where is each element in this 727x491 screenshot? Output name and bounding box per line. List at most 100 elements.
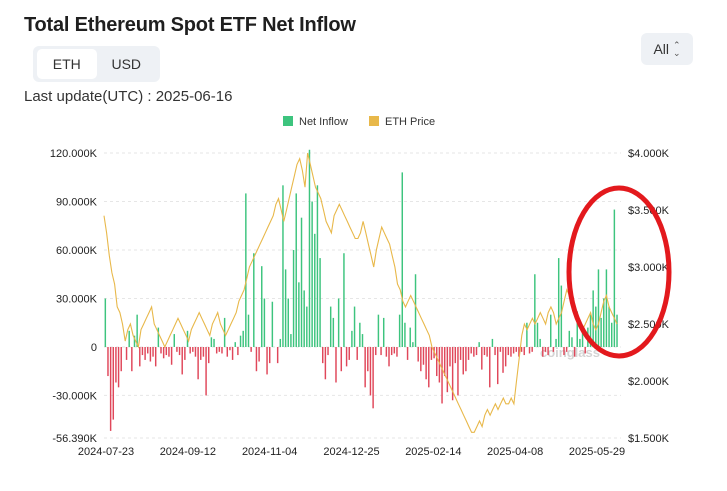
inflow-bar [128,330,130,347]
outflow-bar [496,347,499,385]
outflow-bar [486,347,488,357]
outflow-bar [451,347,454,401]
y-left-tick-label: 60.000K [56,245,98,257]
legend-label-inflow: Net Inflow [299,116,348,128]
outflow-bar [231,347,234,360]
outflow-bar [109,347,112,431]
outflow-bar [348,347,350,360]
inflow-bar [361,334,364,347]
inflow-bar [539,338,541,347]
time-range-select[interactable]: All ⌃ ⌄ [641,33,693,65]
inflow-bar [398,314,401,347]
outflow-bar [467,347,470,360]
outflow-bar [276,347,279,364]
chevron-up-down-icon: ⌃ ⌄ [673,40,681,58]
outflow-bar [181,347,183,375]
outflow-bar [483,347,486,356]
inflow-bar [409,327,411,347]
last-update-text: Last update(UTC) : 2025-06-16 [24,88,233,105]
outflow-bar [504,347,507,367]
inflow-bar [282,185,284,347]
outflow-bar [528,347,531,354]
x-tick-label: 2025-04-08 [487,446,543,458]
inflow-bar [404,322,406,347]
outflow-bar [197,347,199,380]
outflow-bar [189,347,191,354]
inflow-bar [332,317,335,347]
y-left-tick-label: 120.000K [50,148,98,160]
inflow-bar [377,314,380,347]
inflow-bar [329,306,332,347]
outflow-bar [141,347,144,356]
inflow-bar [550,314,552,347]
inflow-bar [308,149,311,347]
time-range-value: All [653,41,669,57]
outflow-bar [449,347,451,367]
tab-eth[interactable]: ETH [37,49,97,79]
outflow-bar [147,347,149,354]
inflow-bar [300,217,303,347]
outflow-bar [125,347,128,360]
outflow-bar [515,347,518,352]
outflow-bar [473,347,475,357]
outflow-bar [512,347,515,354]
x-tick-label: 2024-07-23 [78,446,134,458]
tab-usd[interactable]: USD [111,56,142,72]
watermark-text: coinglass [540,345,600,360]
inflow-bar [536,322,539,347]
inflow-bar [245,193,247,347]
outflow-bar [393,347,396,354]
outflow-bar [388,347,390,367]
inflow-bar [234,342,236,347]
outflow-bar [438,347,441,383]
outflow-bar [208,347,210,364]
outflow-bar [184,347,186,360]
outflow-bar [218,347,221,352]
outflow-bar [565,347,568,352]
inflow-bar [316,185,319,347]
outflow-bar [154,347,157,367]
chart-legend: Net Inflow ETH Price [283,116,435,128]
outflow-bar [420,347,422,372]
outflow-bar [428,347,430,388]
outflow-bar [162,347,165,359]
outflow-bar [176,347,178,352]
inflow-bar [478,342,480,347]
outflow-bar [462,347,464,375]
outflow-bar [372,347,374,409]
inflow-bar [343,253,345,347]
outflow-bar [573,347,576,357]
outflow-bar [430,347,433,360]
inflow-bar [526,322,528,347]
outflow-bar [120,347,122,372]
outflow-bar [356,347,358,360]
inflow-bar [253,253,255,347]
outflow-bar [268,347,271,364]
outflow-bar [518,347,520,357]
y-left-tick-label: 90.000K [56,197,98,209]
inflow-bar [133,335,136,347]
inflow-bar [605,269,608,347]
y-left-tick-label: -30.000K [52,390,97,402]
x-tick-label: 2025-05-29 [569,446,625,458]
legend-swatch-price [369,116,379,126]
inflow-bar [557,258,560,347]
outflow-bar [229,347,231,351]
outflow-bar [226,347,229,357]
outflow-bar [200,347,202,360]
y-right-tick-label: $3.500K [628,205,670,217]
inflow-bar [337,298,340,347]
y-left-tick-label: 0 [91,342,97,354]
outflow-bar [584,347,586,354]
y-right-tick-label: $2.500K [628,319,670,331]
outflow-bar [475,347,478,356]
outflow-bar [107,347,109,377]
outflow-bar [194,347,197,357]
inflow-bar [608,306,610,347]
inflow-bar [319,258,321,347]
inflow-bar [173,334,175,347]
inflow-bar [279,338,282,347]
inflow-bar [239,335,242,347]
inflow-bar [263,298,266,347]
y-left-tick-label: 30.000K [56,294,98,306]
